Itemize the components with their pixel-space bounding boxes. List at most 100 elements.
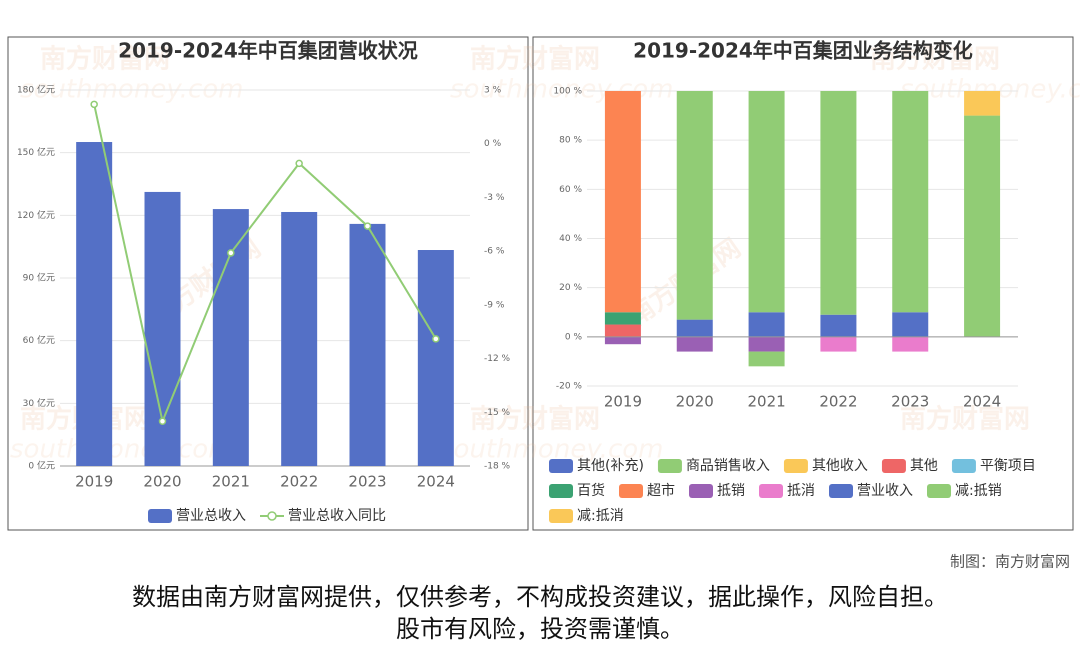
legend-swatch (951, 459, 976, 473)
legend-swatch (689, 484, 713, 498)
y-tick-label: 180 亿元 (17, 84, 55, 96)
y-tick-label: 30 亿元 (23, 397, 55, 409)
y-tick-label: 40 % (559, 234, 582, 244)
bar-segment (676, 91, 713, 320)
y-tick-label: 0 % (565, 332, 583, 342)
line-point (158, 417, 167, 425)
x-tick-label: 2023 (891, 393, 929, 411)
legend-swatch (267, 511, 277, 521)
y2-tick-label: -18 % (484, 462, 511, 472)
legend-label: 百货 (577, 482, 605, 499)
legend-swatch (783, 459, 808, 473)
legend-swatch (759, 484, 783, 498)
y-tick-label: 90 亿元 (23, 272, 55, 284)
line-point (363, 222, 372, 230)
bar (281, 211, 318, 466)
legend-label: 营业收入 (857, 483, 913, 499)
bar-segment (676, 336, 713, 352)
bar-segment (748, 312, 785, 337)
y-tick-label: 60 亿元 (23, 334, 55, 346)
x-tick-label: 2024 (417, 473, 455, 491)
y-tick-label: 0 亿元 (28, 460, 55, 472)
legend-label: 营业总收入同比 (288, 508, 386, 524)
x-tick-label: 2021 (212, 473, 250, 491)
y-tick-label: 60 % (559, 185, 582, 195)
line-point (227, 249, 235, 257)
legend-label: 抵销 (717, 483, 745, 499)
y-tick-label: 80 % (559, 136, 582, 146)
watermark: 南方财富网 (470, 44, 600, 75)
legend-swatch (829, 484, 853, 498)
line (93, 104, 437, 425)
bar-segment (604, 336, 641, 345)
bar-segment (820, 91, 857, 315)
bar (76, 142, 113, 466)
bar-segment (748, 336, 785, 352)
line-point (432, 335, 440, 343)
y2-tick-label: -12 % (484, 354, 511, 364)
legend-swatch (927, 484, 951, 498)
bar-segment (892, 91, 929, 313)
watermark: 南方财富网 (870, 44, 1000, 75)
y-tick-label: -20 % (556, 382, 583, 392)
legend-swatch (148, 509, 172, 523)
bar-segment (964, 115, 1001, 337)
x-tick-label: 2023 (348, 473, 386, 491)
x-tick-label: 2022 (819, 393, 857, 411)
bar-segment (892, 336, 929, 352)
legend-swatch (657, 459, 682, 473)
y-tick-label: 150 亿元 (17, 146, 55, 158)
bar-segment (892, 312, 929, 337)
y2-tick-label: 0 % (484, 139, 502, 149)
disclaimer: 股市有风险，投资需谨慎。 (396, 615, 684, 643)
legend-swatch (881, 459, 906, 473)
line-point (295, 159, 303, 168)
watermark: 南方财富网 (40, 44, 170, 75)
credit: 制图：南方财富网 (950, 553, 1070, 571)
bar (212, 209, 249, 467)
legend-label: 营业总收入 (176, 508, 246, 524)
legend-label: 其他(补充) (577, 458, 644, 474)
x-tick-label: 2019 (604, 393, 642, 411)
x-tick-label: 2022 (280, 473, 318, 491)
y2-tick-label: -9 % (484, 300, 505, 310)
x-tick-label: 2021 (747, 393, 785, 411)
watermark: 南方财富网 (900, 404, 1030, 435)
bar-segment (748, 91, 785, 313)
legend-swatch (549, 459, 573, 473)
line-point (90, 100, 98, 109)
x-tick-label: 2020 (143, 473, 181, 491)
chart-title: 2019-2024年中百集团业务结构变化 (633, 39, 973, 63)
legend-label: 减:抵销 (955, 483, 1002, 499)
bar-segment (676, 319, 713, 337)
bar-segment (820, 336, 857, 352)
y-tick-label: 120 亿元 (17, 209, 55, 221)
bar-segment (604, 312, 641, 325)
y2-tick-label: 3 % (484, 86, 502, 96)
y-tick-label: 100 % (553, 87, 582, 97)
bar (349, 223, 386, 466)
legend-swatch (549, 509, 573, 523)
legend-label: 抵消 (787, 483, 815, 499)
watermark: southmoney.com (10, 435, 233, 465)
bar (417, 250, 454, 466)
bar-segment (820, 314, 857, 337)
x-tick-label: 2024 (963, 393, 1001, 411)
y2-tick-label: -3 % (484, 193, 505, 203)
x-tick-label: 2019 (75, 473, 113, 491)
legend-label: 平衡项目 (980, 458, 1036, 474)
bar-segment (748, 351, 785, 367)
y2-tick-label: -6 % (484, 247, 505, 257)
legend-label: 超市 (647, 482, 675, 499)
x-tick-label: 2020 (676, 393, 714, 411)
y-tick-label: 20 % (559, 283, 582, 293)
legend-label: 其他 (910, 458, 938, 474)
bar-segment (964, 91, 1001, 116)
disclaimer: 数据由南方财富网提供，仅供参考，不构成投资建议，据此操作，风险自担。 (132, 583, 948, 611)
legend-label: 商品销售收入 (686, 458, 770, 474)
watermark: 南方财富网 (470, 404, 600, 435)
legend-swatch (619, 484, 643, 498)
chart-title: 2019-2024年中百集团营收状况 (118, 39, 418, 63)
